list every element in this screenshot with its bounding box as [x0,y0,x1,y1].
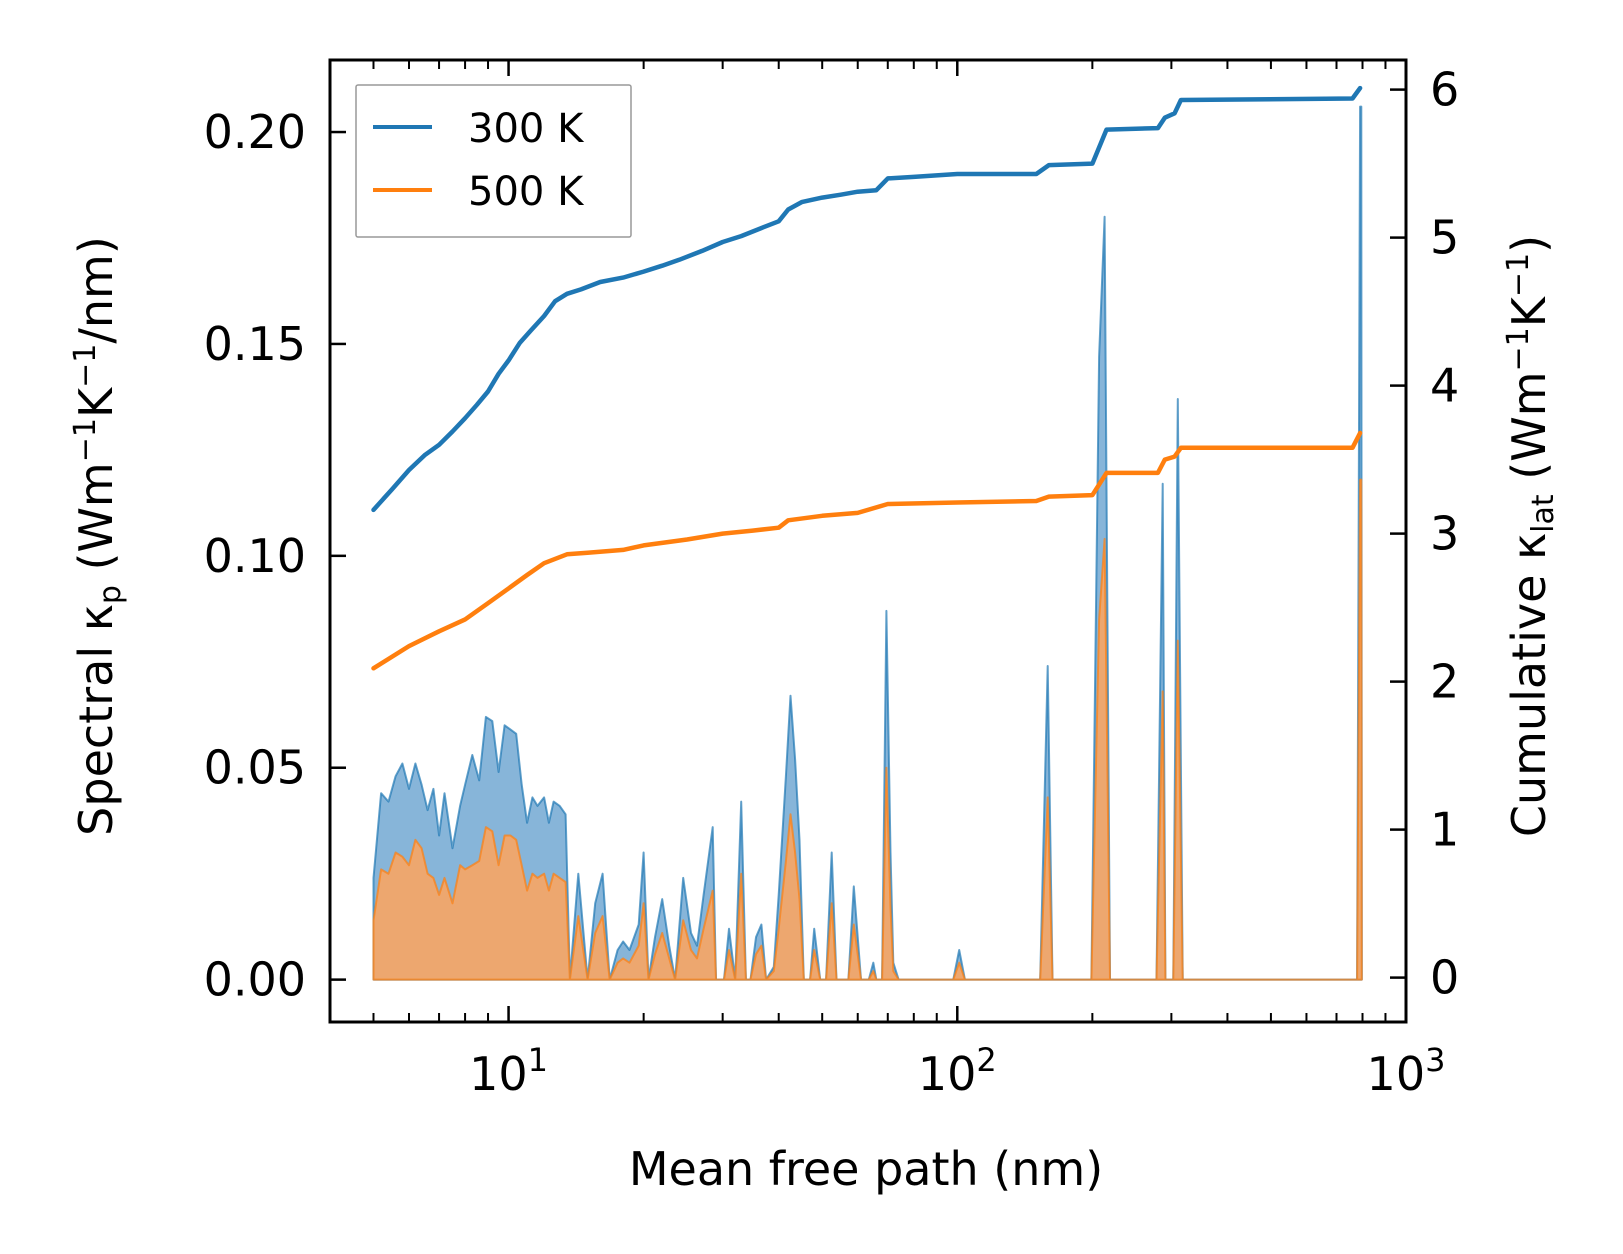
x-tick-label-exponent: 1 [528,1041,548,1079]
left-y-title-sub: p [93,585,128,604]
left-y-title-mid: K [69,386,123,418]
left-y-title-unit-close: /nm) [69,236,123,343]
right-y-title-sub: lat [1526,494,1561,533]
line-500-k [371,430,1363,671]
left-y-axis-title: Spectral κp (Wm−1K−1/nm) [68,236,128,836]
left-y-tick-label: 0.20 [204,105,306,159]
x-tick-label: 103 [1367,1041,1446,1101]
legend-label-300k: 300 K [468,106,585,152]
right-y-title-mid: K [1502,295,1556,327]
right-y-tick-label: 3 [1430,507,1459,561]
left-y-tick-label: 0.15 [204,317,306,371]
x-tick-label: 102 [918,1041,997,1101]
right-y-title-sup1: −1 [1501,327,1536,371]
left-y-title-prefix: Spectral κ [69,604,123,836]
x-axis-title: Mean free path (nm) [629,1142,1103,1196]
right-y-title-unit-open: (Wm [1502,371,1556,494]
left-y-tick-label: 0.00 [204,953,306,1007]
spectral-area-layer [372,105,1363,981]
right-y-title-prefix: Cumulative κ [1502,533,1556,837]
left-y-title-sup2: −1 [68,344,103,388]
right-y-axis-title: Cumulative κlat (Wm−1K−1) [1501,235,1561,837]
right-y-title-sup2: −1 [1501,253,1536,297]
right-y-tick-label: 2 [1430,655,1459,709]
tick-layer [329,60,1408,1022]
plot-frame [328,58,1408,1024]
legend: 300 K 500 K [355,84,632,238]
area-500-k-spectral [372,478,1363,981]
left-y-title-sup1: −1 [68,418,103,462]
cumulative-line-layer [371,85,1363,671]
right-y-title-unit-close: ) [1502,235,1556,253]
x-tick-label-exponent: 3 [1425,1041,1445,1079]
x-tick-label-base: 10 [469,1047,528,1101]
right-y-tick-label: 5 [1430,211,1459,265]
x-tick-label-base: 10 [918,1047,977,1101]
right-y-tick-label: 0 [1430,951,1459,1005]
right-y-tick-label: 1 [1430,803,1459,857]
right-y-tick-label: 6 [1430,63,1459,117]
legend-box [355,84,632,238]
legend-label-500k: 500 K [468,169,585,215]
left-y-title-unit-open: (Wm [69,462,123,585]
right-y-tick-label: 4 [1430,359,1459,413]
x-tick-label-exponent: 2 [976,1041,996,1079]
line-300-k [371,85,1363,513]
x-tick-label: 101 [469,1041,548,1101]
x-tick-label-base: 10 [1367,1047,1426,1101]
left-y-tick-label: 0.10 [204,529,306,583]
left-y-tick-label: 0.05 [204,741,306,795]
